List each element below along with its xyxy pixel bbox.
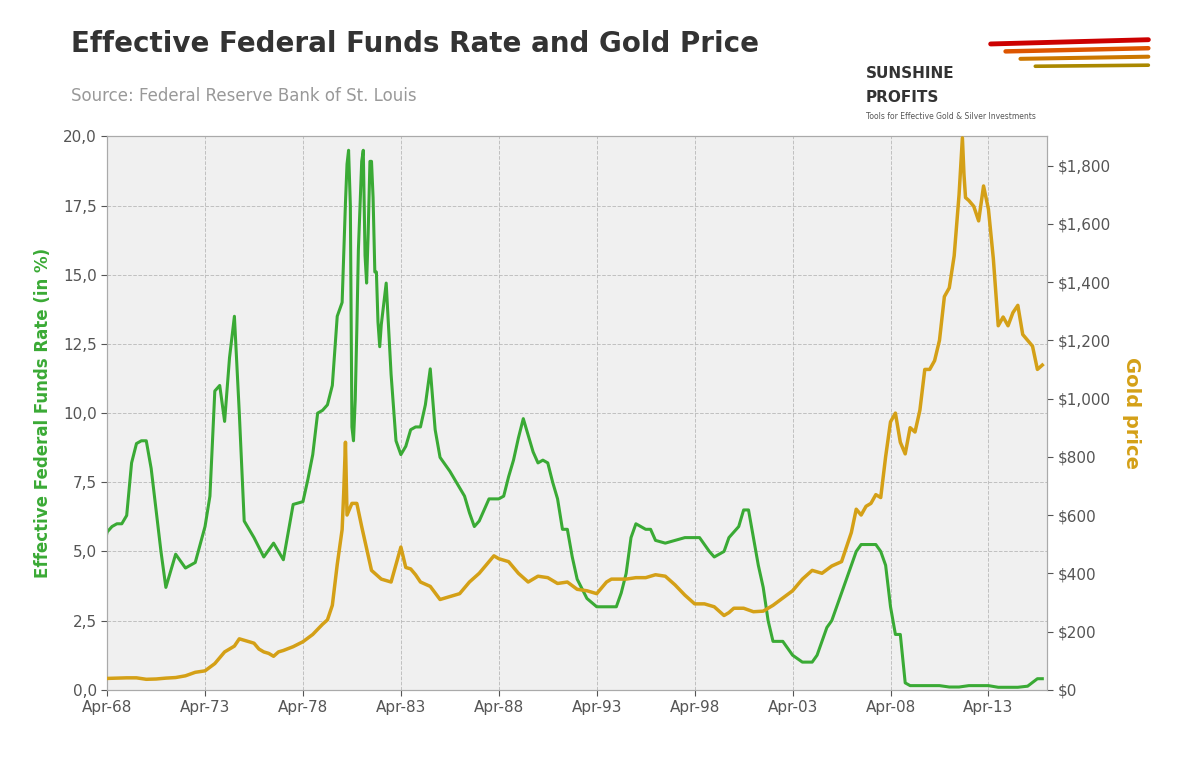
Y-axis label: Gold price: Gold price	[1122, 357, 1141, 469]
Text: Source: Federal Reserve Bank of St. Louis: Source: Federal Reserve Bank of St. Loui…	[71, 87, 416, 105]
Text: Tools for Effective Gold & Silver Investments: Tools for Effective Gold & Silver Invest…	[865, 111, 1035, 121]
Text: SUNSHINE: SUNSHINE	[865, 66, 954, 81]
Text: Effective Federal Funds Rate and Gold Price: Effective Federal Funds Rate and Gold Pr…	[71, 30, 759, 58]
Y-axis label: Effective Federal Funds Rate (in %): Effective Federal Funds Rate (in %)	[33, 248, 52, 578]
Text: PROFITS: PROFITS	[865, 89, 939, 105]
